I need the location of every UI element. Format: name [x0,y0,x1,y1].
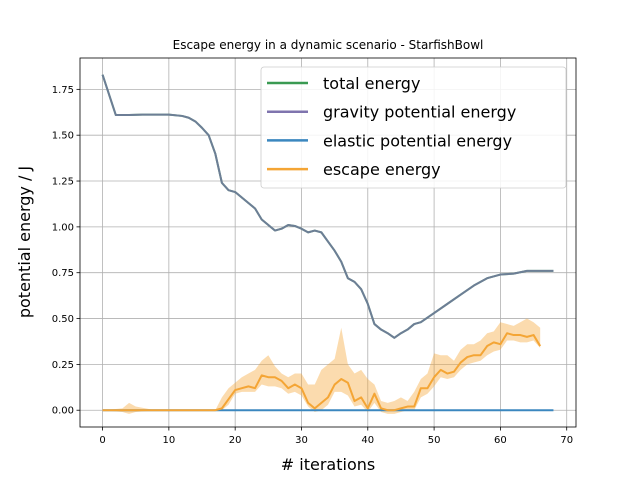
plot-frame [79,57,577,428]
series-lines [101,74,554,412]
x-tick-label: 30 [295,435,308,446]
y-tick-label: 1.25 [52,177,74,188]
escape-energy-line [102,332,542,412]
y-axis-label: potential energy / J [15,166,34,318]
gravity-potential-energy-line [101,74,554,339]
y-tick-label: 0.00 [52,406,74,417]
x-tick-label: 10 [162,435,175,446]
legend-box [260,66,567,189]
y-tick-label: 1.50 [52,131,74,142]
axis-ticks: 0 10 20 30 40 50 60 70 0.00 0.25 0.50 0.75 1.00 1.25 1… [52,85,573,446]
x-tick-label: 40 [361,435,374,446]
legend-label-gravity-potential-energy: gravity potential energy [323,103,516,122]
legend: total energy gravity potential energy elas… [260,66,567,189]
chart-title: Escape energy in a dynamic scenario - St… [173,38,484,52]
y-tick-label: 0.50 [52,314,74,325]
y-tick-label: 1.00 [52,222,74,233]
x-tick-label: 20 [229,435,242,446]
x-tick-label: 0 [99,435,105,446]
x-tick-label: 70 [560,435,573,446]
y-tick-label: 1.75 [52,85,74,96]
confidence-bands [102,318,541,414]
x-tick-label: 60 [494,435,507,446]
legend-label-escape-energy: escape energy [323,160,441,179]
x-tick-label: 50 [428,435,441,446]
legend-label-elastic-potential-energy: elastic potential energy [323,131,512,150]
x-axis-label: # iterations [281,455,375,474]
y-tick-label: 0.25 [52,360,74,371]
legend-label-total-energy: total energy [323,74,420,93]
escape-energy-band [102,318,541,414]
y-tick-label: 0.75 [52,268,74,279]
